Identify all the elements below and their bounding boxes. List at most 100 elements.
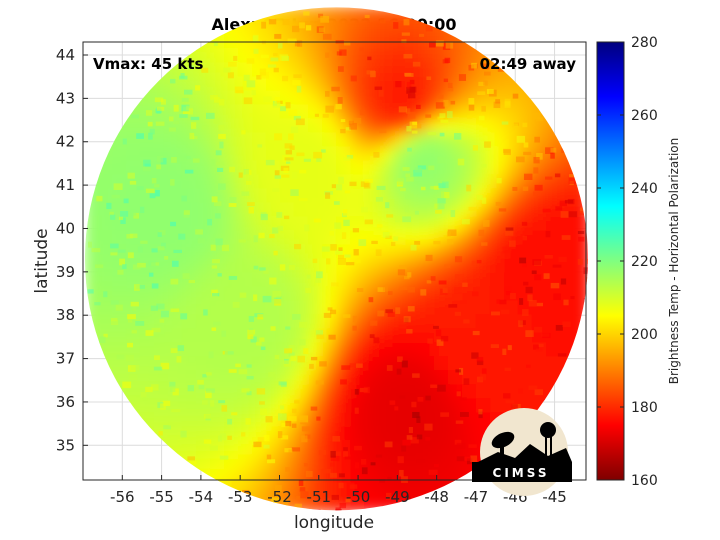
swath-texture: [412, 411, 420, 419]
swath-texture: [284, 157, 294, 161]
swath-cell: [321, 398, 338, 415]
swath-cell: [153, 118, 170, 135]
swath-cell: [209, 356, 226, 373]
swath-texture: [399, 395, 406, 399]
swath-cell: [475, 202, 492, 219]
swath-cell: [265, 356, 282, 373]
swath-texture: [410, 437, 419, 444]
swath-cell: [377, 48, 394, 65]
swath-texture: [439, 113, 446, 118]
swath-cell: [363, 7, 380, 23]
swath-texture: [563, 299, 569, 306]
swath-texture: [294, 503, 302, 508]
swath-texture: [468, 206, 478, 211]
logo-tower-icon: [540, 422, 556, 438]
y-tick-label: 37: [56, 350, 75, 368]
swath-texture: [296, 152, 305, 157]
x-tick-label: -45: [542, 488, 567, 506]
swath-texture: [143, 159, 151, 167]
x-tick-label: -47: [464, 488, 489, 506]
swath-cell: [237, 230, 254, 247]
swath-cell: [363, 426, 380, 443]
swath-cell: [251, 244, 268, 261]
swath-cell: [181, 370, 198, 387]
swath-cell: [237, 146, 254, 163]
swath-cell: [195, 454, 212, 471]
swath-texture: [169, 381, 176, 387]
swath-cell: [377, 384, 394, 401]
swath-texture: [376, 185, 386, 190]
swath-texture: [218, 133, 226, 139]
swath-texture: [348, 120, 354, 126]
swath-texture: [158, 431, 163, 436]
swath-texture: [446, 231, 451, 237]
swath-texture: [256, 341, 262, 346]
swath-cell: [489, 272, 506, 289]
swath-texture: [285, 420, 292, 427]
swath-texture: [239, 292, 247, 298]
swath-texture: [330, 455, 340, 462]
swath-cell: [195, 7, 212, 23]
swath-texture: [313, 218, 321, 223]
swath-texture: [149, 128, 155, 135]
swath-cell: [251, 454, 268, 471]
swath-cell: [391, 426, 408, 443]
swath-texture: [272, 290, 282, 298]
swath-texture: [215, 150, 222, 156]
swath-cell: [223, 398, 240, 415]
swath-cell: [181, 76, 198, 93]
swath-cell: [125, 7, 142, 23]
swath-cell: [139, 356, 156, 373]
swath-texture: [184, 89, 193, 95]
swath-texture: [447, 86, 454, 92]
swath-cell: [489, 258, 506, 275]
swath-texture: [241, 130, 246, 135]
swath-texture: [425, 254, 433, 262]
swath-texture: [504, 367, 511, 372]
swath-cell: [433, 216, 450, 233]
swath-cell: [153, 258, 170, 275]
swath-cell: [265, 188, 282, 205]
swath-texture: [455, 420, 464, 424]
x-tick-label: -52: [267, 488, 292, 506]
swath-texture: [400, 188, 406, 192]
swath-texture: [406, 435, 413, 440]
swath-cell: [503, 7, 520, 23]
swath-texture: [459, 367, 464, 375]
vmax-annotation: Vmax: 45 kts: [93, 55, 203, 73]
swath-texture: [437, 156, 447, 164]
swath-cell: [419, 300, 436, 317]
swath-cell: [363, 286, 380, 303]
swath-texture: [405, 108, 411, 114]
swath-cell: [321, 48, 338, 65]
swath-cell: [419, 342, 436, 359]
swath-texture: [395, 307, 401, 314]
swath-texture: [577, 230, 585, 235]
swath-cell: [475, 384, 492, 401]
swath-texture: [274, 485, 282, 492]
swath-texture: [119, 258, 125, 266]
swath-cell: [461, 398, 478, 415]
swath-cell: [125, 146, 142, 163]
swath-texture: [180, 430, 187, 438]
swath-texture: [183, 155, 191, 159]
swath-cell: [517, 160, 534, 177]
swath-texture: [274, 97, 281, 104]
swath-texture: [281, 174, 290, 178]
swath-cell: [363, 370, 380, 387]
swath-texture: [407, 111, 416, 119]
swath-texture: [211, 289, 218, 297]
swath-cell: [405, 48, 422, 65]
swath-texture: [459, 412, 469, 417]
swath-texture: [151, 384, 159, 391]
swath-texture: [550, 282, 560, 289]
swath-cell: [223, 230, 240, 247]
swath-cell: [447, 482, 464, 499]
swath-texture: [173, 249, 182, 254]
swath-cell: [349, 160, 366, 177]
swath-texture: [290, 189, 299, 196]
swath-cell: [223, 216, 240, 233]
swath-texture: [411, 401, 417, 408]
swath-texture: [157, 246, 165, 251]
swath-cell: [209, 202, 226, 219]
